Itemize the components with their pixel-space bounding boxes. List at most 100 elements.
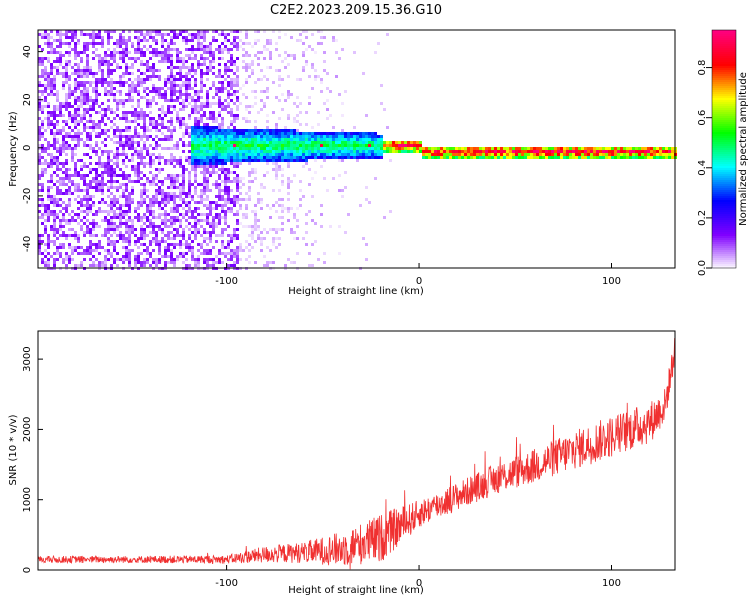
heatmap-cell <box>497 156 500 159</box>
heatmap-cell <box>659 153 662 156</box>
heatmap-cell <box>323 177 326 180</box>
heatmap-cell <box>146 216 149 219</box>
heatmap-cell <box>221 159 224 162</box>
heatmap-cell <box>155 141 158 144</box>
heatmap-cell <box>326 99 329 102</box>
heatmap-cell <box>47 33 50 36</box>
heatmap-cell <box>248 234 251 237</box>
heatmap-cell <box>140 252 143 255</box>
heatmap-cell <box>656 150 659 153</box>
heatmap-cell <box>635 156 638 159</box>
heatmap-cell <box>302 51 305 54</box>
heatmap-cell <box>74 165 77 168</box>
heatmap-cell <box>158 69 161 72</box>
heatmap-cell <box>128 237 131 240</box>
heatmap-cell <box>101 150 104 153</box>
heatmap-cell <box>146 30 149 33</box>
heatmap-cell <box>227 150 230 153</box>
heatmap-cell <box>233 144 236 147</box>
colorbar-strip <box>712 254 736 257</box>
heatmap-cell <box>197 159 200 162</box>
heatmap-cell <box>188 69 191 72</box>
heatmap-cell <box>326 141 329 144</box>
heatmap-cell <box>125 177 128 180</box>
heatmap-cell <box>230 180 233 183</box>
heatmap-cell <box>242 177 245 180</box>
heatmap-cell <box>233 132 236 135</box>
heatmap-cell <box>341 129 344 132</box>
heatmap-cell <box>86 144 89 147</box>
heatmap-cell <box>347 135 350 138</box>
heatmap-cell <box>518 156 521 159</box>
heatmap-cell <box>644 156 647 159</box>
heatmap-cell <box>203 192 206 195</box>
heatmap-cell <box>281 210 284 213</box>
colorbar-strip <box>712 144 736 147</box>
heatmap-cell <box>260 78 263 81</box>
heatmap-cell <box>92 81 95 84</box>
heatmap-cell <box>131 159 134 162</box>
heatmap-cell <box>227 177 230 180</box>
heatmap-cell <box>200 132 203 135</box>
heatmap-cell <box>251 105 254 108</box>
colorbar-strip <box>712 210 736 213</box>
heatmap-cell <box>263 57 266 60</box>
heatmap-cell <box>236 129 239 132</box>
heatmap-cell <box>104 78 107 81</box>
heatmap-cell <box>209 141 212 144</box>
heatmap-cell <box>191 258 194 261</box>
heatmap-cell <box>83 180 86 183</box>
heatmap-cell <box>155 240 158 243</box>
heatmap-cell <box>236 96 239 99</box>
heatmap-cell <box>554 153 557 156</box>
heatmap-cell <box>242 54 245 57</box>
heatmap-cell <box>233 249 236 252</box>
heatmap-cell <box>170 69 173 72</box>
heatmap-cell <box>170 72 173 75</box>
heatmap-cell <box>41 150 44 153</box>
heatmap-cell <box>158 159 161 162</box>
heatmap-cell <box>143 198 146 201</box>
heatmap-cell <box>200 243 203 246</box>
heatmap-cell <box>197 153 200 156</box>
heatmap-cell <box>206 156 209 159</box>
heatmap-cell <box>191 87 194 90</box>
heatmap-cell <box>134 228 137 231</box>
heatmap-cell <box>170 252 173 255</box>
heatmap-cell <box>245 147 248 150</box>
heatmap-cell <box>59 102 62 105</box>
heatmap-cell <box>131 96 134 99</box>
heatmap-cell <box>128 261 131 264</box>
heatmap-cell <box>227 258 230 261</box>
heatmap-cell <box>320 204 323 207</box>
heatmap-cell <box>374 156 377 159</box>
heatmap-cell <box>95 78 98 81</box>
heatmap-cell <box>458 147 461 150</box>
heatmap-cell <box>188 237 191 240</box>
heatmap-cell <box>215 183 218 186</box>
heatmap-cell <box>206 216 209 219</box>
heatmap-cell <box>245 213 248 216</box>
heatmap-cell <box>209 207 212 210</box>
heatmap-cell <box>572 153 575 156</box>
heatmap-cell <box>209 150 212 153</box>
heatmap-cell <box>179 162 182 165</box>
heatmap-cell <box>74 69 77 72</box>
heatmap-cell <box>107 159 110 162</box>
heatmap-cell <box>314 138 317 141</box>
heatmap-cell <box>131 231 134 234</box>
heatmap-cell <box>110 138 113 141</box>
colorbar-ticks: 0.00.20.40.60.8 <box>697 60 712 276</box>
heatmap-cell <box>272 189 275 192</box>
heatmap-cell <box>347 150 350 153</box>
heatmap-cell <box>80 57 83 60</box>
heatmap-cell <box>227 195 230 198</box>
heatmap-cell <box>65 108 68 111</box>
heatmap-cell <box>212 228 215 231</box>
heatmap-cell <box>137 246 140 249</box>
heatmap-cell <box>41 234 44 237</box>
heatmap-cell <box>611 150 614 153</box>
heatmap-cell <box>113 132 116 135</box>
heatmap-cell <box>95 189 98 192</box>
heatmap-cell <box>80 228 83 231</box>
